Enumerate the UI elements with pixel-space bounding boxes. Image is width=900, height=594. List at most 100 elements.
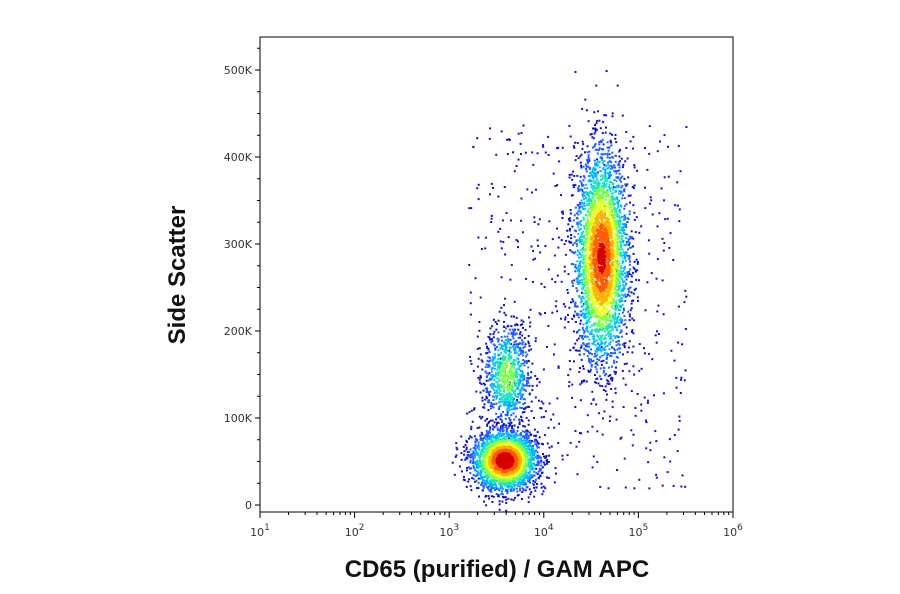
data-point <box>511 371 514 374</box>
data-point <box>617 278 620 281</box>
data-point <box>513 390 516 392</box>
data-point <box>632 266 635 269</box>
data-point <box>616 223 619 226</box>
data-point <box>579 201 581 204</box>
data-point <box>477 441 480 444</box>
data-point <box>584 289 587 292</box>
data-point <box>597 192 600 195</box>
data-point <box>566 229 569 232</box>
data-point <box>679 170 682 173</box>
data-point <box>494 348 497 351</box>
data-point <box>608 383 611 386</box>
data-point <box>499 404 502 407</box>
data-point <box>576 254 579 257</box>
data-point <box>622 227 625 230</box>
data-point <box>513 404 516 407</box>
data-point <box>624 257 626 260</box>
data-point <box>499 227 502 230</box>
data-point <box>491 377 494 380</box>
data-point <box>589 306 591 309</box>
data-point <box>593 352 596 355</box>
data-point <box>684 369 687 372</box>
data-point <box>523 430 526 433</box>
data-point <box>625 332 628 335</box>
data-point <box>510 333 513 335</box>
data-point <box>509 393 512 396</box>
data-point <box>608 188 611 191</box>
data-point <box>624 223 627 226</box>
data-point <box>480 431 483 434</box>
data-point <box>613 281 616 284</box>
data-point <box>613 361 616 364</box>
data-point <box>644 207 647 210</box>
data-point <box>478 495 480 498</box>
data-point <box>617 241 620 244</box>
data-point <box>487 347 490 350</box>
data-point <box>568 241 571 244</box>
data-point <box>490 439 493 442</box>
data-point <box>607 331 610 334</box>
data-point <box>610 210 612 213</box>
data-point <box>611 352 614 355</box>
data-point <box>597 187 599 190</box>
data-point <box>540 456 543 459</box>
data-point <box>474 453 477 456</box>
data-point <box>521 411 524 414</box>
data-point <box>588 231 591 234</box>
data-point <box>632 433 635 436</box>
data-point <box>547 460 550 463</box>
data-point <box>632 245 634 248</box>
data-point <box>536 451 539 454</box>
data-point <box>512 412 515 415</box>
data-point <box>625 233 628 236</box>
data-point <box>577 239 580 242</box>
data-point <box>618 299 621 301</box>
data-point <box>513 372 516 375</box>
data-point <box>628 294 631 297</box>
data-point <box>496 429 499 432</box>
data-point <box>612 209 615 212</box>
data-point <box>582 328 585 331</box>
data-point <box>620 329 623 332</box>
data-point <box>551 311 554 314</box>
data-point <box>498 401 501 404</box>
data-point <box>527 434 530 437</box>
data-point <box>527 342 530 345</box>
data-point <box>528 431 531 434</box>
data-point <box>514 359 517 361</box>
data-point <box>614 238 617 241</box>
data-point <box>586 160 589 163</box>
data-point <box>520 466 523 468</box>
data-point <box>521 435 524 438</box>
data-point <box>471 455 474 458</box>
data-point <box>619 437 622 440</box>
data-point <box>585 221 588 224</box>
data-point <box>533 416 535 419</box>
data-point <box>596 158 599 161</box>
data-point <box>532 258 535 261</box>
data-point <box>503 348 506 351</box>
data-point <box>485 482 488 485</box>
data-point <box>617 304 620 307</box>
data-point <box>524 459 527 462</box>
data-point <box>521 375 524 378</box>
data-point <box>584 191 587 194</box>
data-point <box>601 132 604 135</box>
data-point <box>573 235 576 238</box>
data-point <box>515 388 518 391</box>
data-point <box>611 209 614 212</box>
data-point <box>597 182 600 185</box>
data-point <box>600 153 603 156</box>
data-point <box>484 366 487 369</box>
data-point <box>508 352 511 355</box>
data-point <box>620 317 623 320</box>
data-point <box>521 442 524 445</box>
data-point <box>514 364 516 367</box>
data-point <box>617 192 620 195</box>
data-point <box>571 396 574 399</box>
data-point <box>579 383 582 386</box>
data-point <box>590 330 593 333</box>
data-point <box>581 288 584 291</box>
data-point <box>529 321 532 324</box>
data-point <box>608 326 611 329</box>
